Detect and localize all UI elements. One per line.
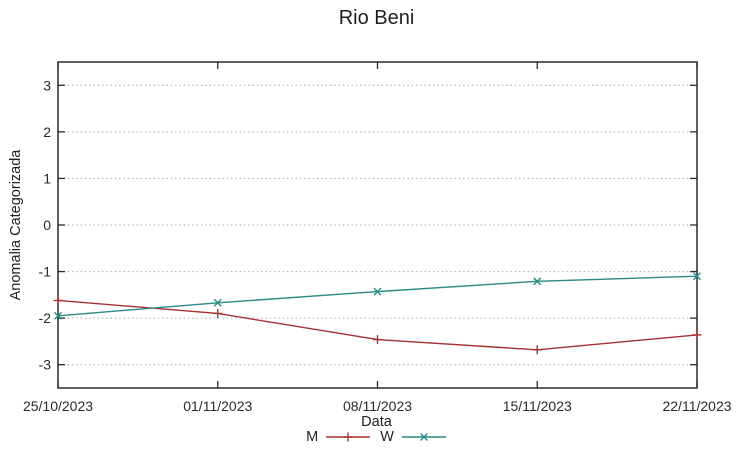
- marker-cross-W: [213, 298, 222, 307]
- legend-item-W: W: [380, 429, 447, 445]
- y-tick-label: -2: [39, 310, 52, 326]
- legend-line-sample-W: [401, 433, 446, 441]
- x-axis-label: Data: [361, 414, 392, 430]
- y-tick-label: 2: [43, 124, 51, 140]
- series-line-W: [57, 275, 698, 317]
- y-tick-label: -1: [39, 264, 52, 280]
- marker-cross-W: [54, 311, 62, 320]
- legend-label: W: [380, 429, 394, 445]
- y-tick-label: 3: [43, 77, 51, 93]
- x-tick-label: 15/11/2023: [503, 398, 572, 414]
- x-tick-label: 22/11/2023: [662, 398, 731, 414]
- marker-cross-W: [693, 272, 701, 281]
- marker-cross-W: [419, 433, 428, 441]
- chart-title: Rio Beni: [338, 7, 415, 29]
- marker-cross-W: [533, 277, 542, 286]
- y-tick-label: 0: [43, 217, 51, 233]
- legend-item-M: M: [306, 429, 371, 445]
- plot-border: [57, 61, 698, 389]
- y-tick-label: -3: [39, 357, 52, 373]
- x-tick-label: 01/11/2023: [183, 398, 252, 414]
- marker-cross-W: [373, 287, 382, 296]
- x-tick-label: 25/10/2023: [23, 398, 93, 414]
- legend-line-sample-M: [326, 432, 371, 442]
- y-tick-label: 1: [43, 170, 51, 186]
- legend-label: M: [306, 429, 319, 445]
- x-tick-label: 08/11/2023: [343, 398, 412, 414]
